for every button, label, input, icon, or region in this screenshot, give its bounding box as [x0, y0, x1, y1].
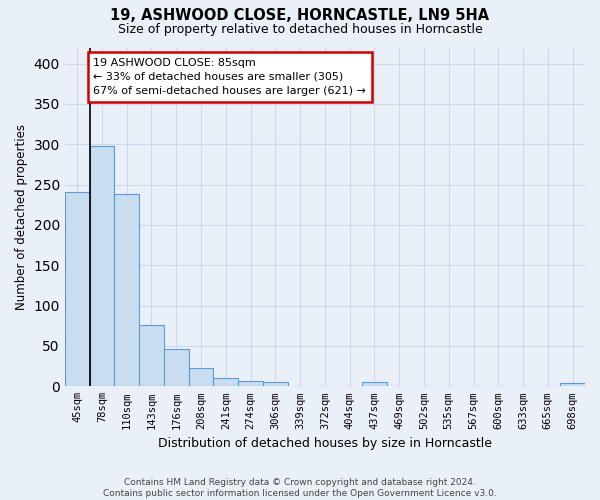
Text: Contains HM Land Registry data © Crown copyright and database right 2024.
Contai: Contains HM Land Registry data © Crown c…	[103, 478, 497, 498]
Bar	[263, 382, 288, 386]
Bar	[139, 325, 164, 386]
Y-axis label: Number of detached properties: Number of detached properties	[15, 124, 28, 310]
Bar	[89, 146, 115, 386]
Bar	[214, 378, 238, 386]
Text: Size of property relative to detached houses in Horncastle: Size of property relative to detached ho…	[118, 22, 482, 36]
Bar	[362, 382, 387, 386]
Text: 19, ASHWOOD CLOSE, HORNCASTLE, LN9 5HA: 19, ASHWOOD CLOSE, HORNCASTLE, LN9 5HA	[110, 8, 490, 22]
Text: 19 ASHWOOD CLOSE: 85sqm
← 33% of detached houses are smaller (305)
67% of semi-d: 19 ASHWOOD CLOSE: 85sqm ← 33% of detache…	[93, 58, 366, 96]
Bar	[560, 383, 585, 386]
Bar	[188, 368, 214, 386]
X-axis label: Distribution of detached houses by size in Horncastle: Distribution of detached houses by size …	[158, 437, 492, 450]
Bar	[115, 194, 139, 386]
Bar	[238, 380, 263, 386]
Bar	[65, 192, 89, 386]
Bar	[164, 349, 188, 387]
